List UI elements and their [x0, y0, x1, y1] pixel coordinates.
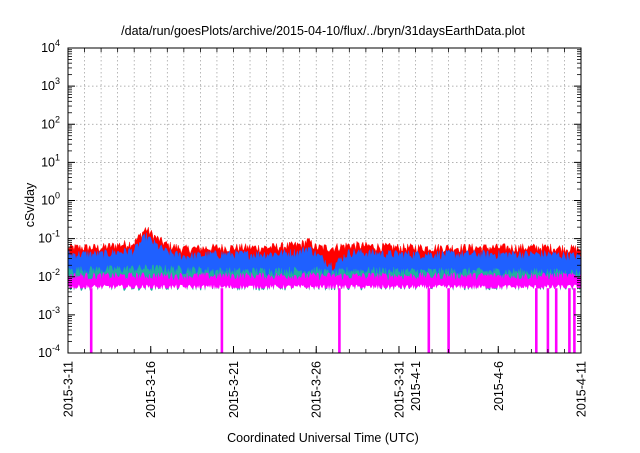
x-axis-label: Coordinated Universal Time (UTC): [227, 431, 419, 445]
x-tick-label: 2015-3-26: [310, 361, 324, 418]
y-tick-label: 10-1: [38, 229, 60, 246]
y-tick-label: 102: [41, 114, 60, 131]
x-tick-label: 2015-3-16: [144, 361, 158, 418]
x-tick-label: 2015-3-31: [393, 361, 407, 418]
series-band-3: [67, 271, 582, 289]
dropout-spike: [573, 288, 576, 353]
grid-layer: [68, 48, 581, 353]
axis-layer: 10-4 10-3 10-2 10-1 100 101 102 103 104 2015-3-11…: [38, 38, 588, 418]
y-tick-label: 10-4: [38, 343, 60, 360]
x-tick-label: 2015-3-21: [227, 361, 241, 418]
series-floor-cutout: [68, 284, 581, 353]
chart-title: /data/run/goesPlots/archive/2015-04-10/f…: [121, 24, 525, 38]
dropout-spike: [447, 288, 450, 353]
plot-frame: [67, 47, 582, 354]
dropout-spike: [89, 288, 93, 353]
dropout-spike: [568, 288, 571, 353]
x-tick-label: 2015-4-1: [409, 361, 423, 411]
y-tick-label: 101: [41, 152, 60, 169]
series-layer: [67, 226, 582, 354]
x-tick-label: 2015-3-11: [62, 361, 76, 417]
dropout-spike: [427, 288, 431, 353]
dropout-spike: [338, 288, 341, 353]
dropout-spike: [220, 288, 224, 353]
y-axis-label: cSv/day: [23, 182, 37, 227]
y-tick-label: 100: [41, 191, 60, 208]
x-tick-label: 2015-4-6: [492, 361, 506, 411]
dropout-spike: [535, 288, 538, 353]
y-tick-label: 104: [41, 38, 60, 55]
dropout-spike: [554, 288, 558, 353]
y-tick-label: 10-2: [38, 267, 60, 284]
y-tick-label: 103: [41, 76, 60, 93]
dropout-spike: [546, 288, 550, 353]
y-tick-label: 10-3: [38, 305, 60, 322]
x-tick-label: 2015-4-11: [575, 361, 589, 417]
